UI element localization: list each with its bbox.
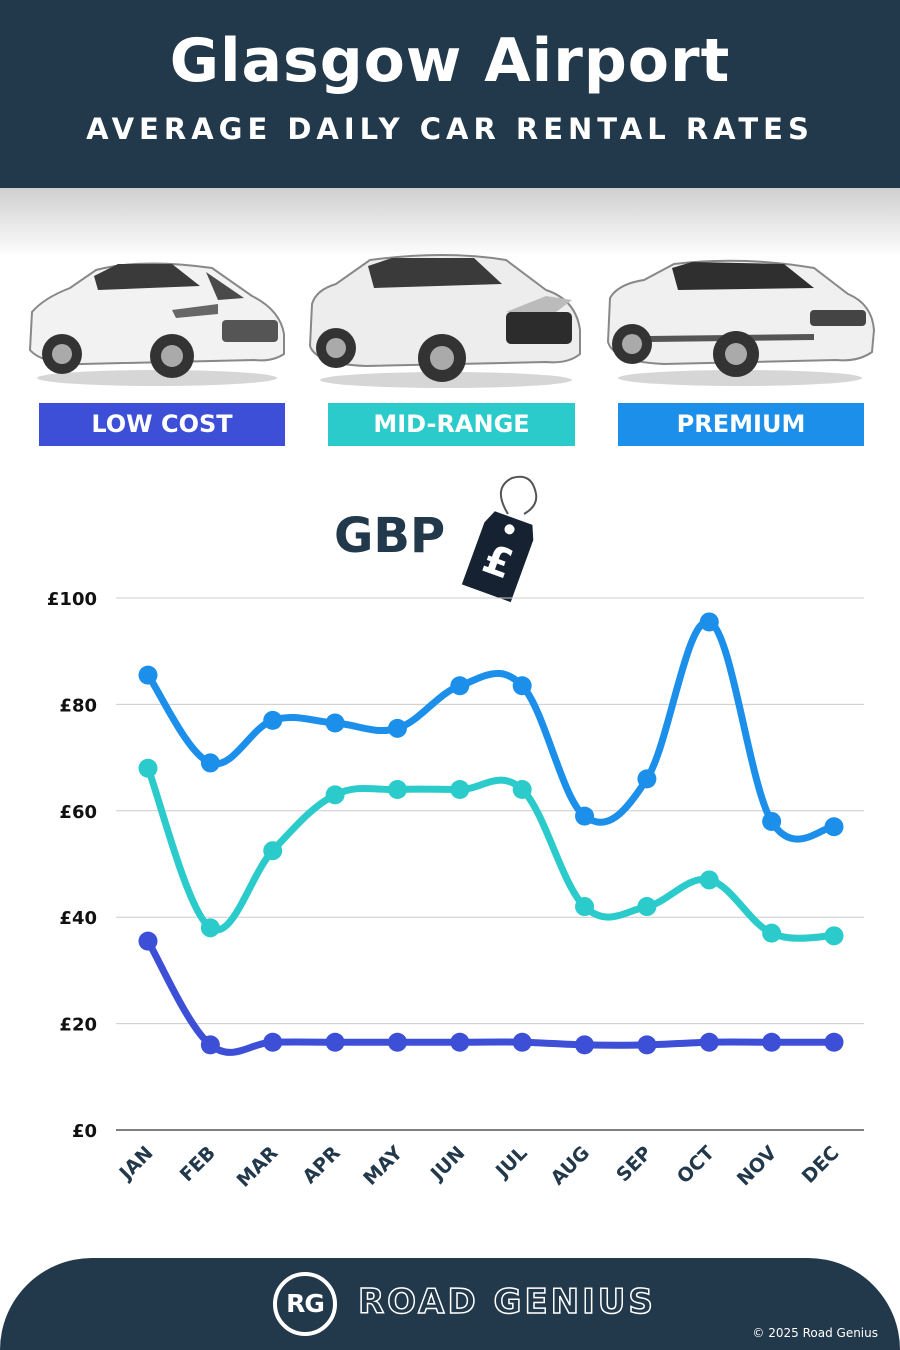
x-tick-label: SEP [612, 1142, 656, 1186]
data-point [263, 841, 283, 861]
data-point [450, 780, 470, 800]
x-tick-label: JAN [114, 1142, 158, 1186]
data-point [325, 1032, 345, 1052]
copyright-text: © 2025 Road Genius [752, 1326, 878, 1340]
category-badge-low-cost: LOW COST [39, 403, 285, 446]
data-point [824, 926, 844, 946]
x-tick-label: OCT [673, 1142, 719, 1188]
data-point [699, 1032, 719, 1052]
data-point [325, 785, 345, 805]
data-point [699, 612, 719, 632]
data-point [575, 897, 595, 917]
y-tick-label: £20 [59, 1015, 97, 1036]
data-point [263, 710, 283, 730]
x-tick-label: AUG [547, 1142, 594, 1189]
data-point [824, 1032, 844, 1052]
data-point [575, 1035, 595, 1055]
series-line [144, 764, 838, 942]
data-point [200, 753, 220, 773]
data-point [387, 718, 407, 738]
category-badge-premium: PREMIUM [618, 403, 864, 446]
footer: RG ROAD GENIUS © 2025 Road Genius [0, 1258, 900, 1350]
data-point [762, 923, 782, 943]
page-subtitle: AVERAGE DAILY CAR RENTAL RATES [86, 112, 814, 146]
data-point [762, 811, 782, 831]
data-point [512, 1032, 532, 1052]
data-point [637, 1035, 657, 1055]
currency-label: GBP [334, 508, 446, 564]
brand-logo-mark: RG [273, 1272, 337, 1336]
x-tick-label: MAR [233, 1142, 283, 1192]
data-point [200, 918, 220, 938]
x-tick-label: FEB [176, 1142, 220, 1186]
data-point [200, 1035, 220, 1055]
data-point [138, 758, 158, 778]
line-chart: £0 £20 £40 £60 £80 £100 JAN FEB MAR APR MAY JUN JUL A… [47, 589, 864, 1192]
suv-car-icon [308, 254, 581, 388]
data-point [138, 931, 158, 951]
x-tick-label: JUN [425, 1142, 469, 1186]
series-line [144, 618, 838, 843]
luxury-suv-car-icon [606, 259, 876, 386]
category-badge-mid-range: MID-RANGE [328, 403, 575, 446]
x-tick-label: DEC [798, 1142, 844, 1188]
data-point [450, 676, 470, 696]
data-point [512, 676, 532, 696]
data-point [263, 1032, 283, 1052]
data-point [138, 665, 158, 685]
data-point [637, 897, 657, 917]
y-tick-label: £60 [59, 802, 97, 823]
data-point [699, 870, 719, 890]
hatchback-car-icon [28, 262, 285, 386]
data-point [325, 713, 345, 733]
x-tick-label: APR [298, 1142, 344, 1188]
series-line [144, 937, 838, 1056]
y-tick-label: £40 [59, 908, 97, 929]
y-tick-label: £0 [72, 1121, 97, 1142]
x-tick-label: NOV [733, 1142, 781, 1190]
data-point [450, 1032, 470, 1052]
y-tick-label: £100 [47, 589, 97, 610]
y-tick-label: £80 [59, 695, 97, 716]
page-title: Glasgow Airport [169, 26, 731, 96]
data-point [637, 769, 657, 789]
data-point [762, 1032, 782, 1052]
header: Glasgow Airport AVERAGE DAILY CAR RENTAL… [0, 0, 900, 188]
x-tick-label: MAY [359, 1142, 407, 1190]
data-point [512, 780, 532, 800]
data-point [387, 1032, 407, 1052]
data-point [575, 806, 595, 826]
data-point [387, 780, 407, 800]
x-tick-label: JUL [490, 1142, 531, 1183]
data-point [824, 817, 844, 837]
brand-name: ROAD GENIUS [357, 1281, 656, 1323]
price-tag-icon: £ [461, 475, 538, 603]
header-shadow [0, 188, 900, 258]
